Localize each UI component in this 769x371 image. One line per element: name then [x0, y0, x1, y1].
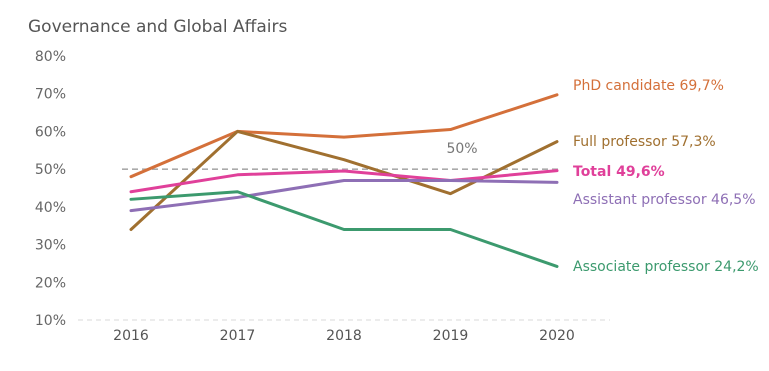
series-label-total: Total 49,6% — [573, 164, 665, 180]
y-tick-label: 20% — [35, 275, 66, 291]
x-tick-label: 2016 — [113, 328, 149, 344]
y-axis: 10% 20% 30% 40% 50% 60% 70% 80% — [35, 49, 66, 329]
x-tick-label: 2019 — [433, 328, 469, 344]
series-line-phd-candidate — [129, 93, 559, 179]
y-tick-label: 10% — [35, 313, 66, 329]
y-tick-label: 80% — [35, 49, 66, 65]
y-tick-label: 70% — [35, 87, 66, 103]
x-tick-label: 2020 — [539, 328, 575, 344]
y-tick-label: 60% — [35, 124, 66, 140]
chart-title: Governance and Global Affairs — [28, 17, 287, 37]
reference-line-label: 50% — [446, 141, 477, 157]
x-axis: 2016 2017 2018 2019 2020 — [78, 319, 610, 344]
y-tick-label: 40% — [35, 200, 66, 216]
x-tick-label: 2018 — [326, 328, 362, 344]
series-label-full-professor: Full professor 57,3% — [573, 134, 716, 150]
y-tick-label: 50% — [35, 162, 66, 178]
series-labels: PhD candidate 69,7% Full professor 57,3% T… — [573, 78, 759, 275]
x-tick-label: 2017 — [220, 328, 256, 344]
series-group — [129, 93, 559, 268]
series-label-assistant-professor: Assistant professor 46,5% — [573, 192, 756, 208]
series-label-associate-professor: Associate professor 24,2% — [573, 259, 759, 275]
series-line-total — [129, 169, 559, 194]
series-line-assistant-professor — [129, 178, 559, 213]
series-label-phd-candidate: PhD candidate 69,7% — [573, 78, 724, 94]
series-line-associate-professor — [129, 190, 559, 268]
reference-line-group: 50% — [122, 141, 560, 170]
y-tick-label: 30% — [35, 238, 66, 254]
